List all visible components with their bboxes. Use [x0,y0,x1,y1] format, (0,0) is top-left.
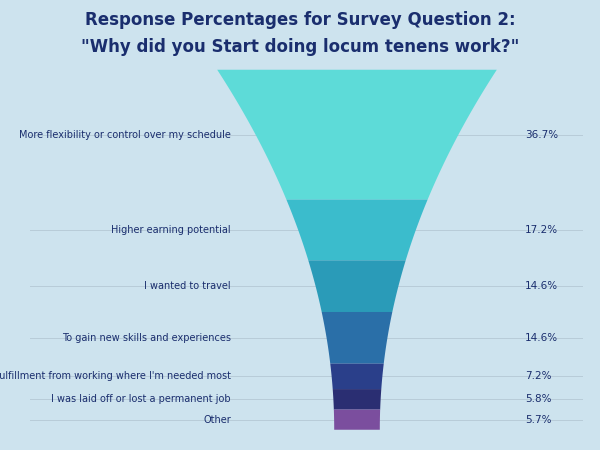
Text: 5.7%: 5.7% [525,414,551,425]
Text: Higher earning potential: Higher earning potential [112,225,231,235]
Text: 17.2%: 17.2% [525,225,558,235]
Text: 5.8%: 5.8% [525,394,551,405]
Text: More flexibility or control over my schedule: More flexibility or control over my sche… [19,130,231,140]
Text: 36.7%: 36.7% [525,130,558,140]
Text: Response Percentages for Survey Question 2:: Response Percentages for Survey Question… [85,11,515,29]
Text: 7.2%: 7.2% [525,371,551,381]
Text: 14.6%: 14.6% [525,281,558,291]
Text: Other: Other [203,414,231,425]
Text: I wanted to travel: I wanted to travel [145,281,231,291]
Text: I was laid off or lost a permanent job: I was laid off or lost a permanent job [52,394,231,405]
Text: 14.6%: 14.6% [525,333,558,343]
Text: To gain new skills and experiences: To gain new skills and experiences [62,333,231,343]
Text: "Why did you Start doing locum tenens work?": "Why did you Start doing locum tenens wo… [81,38,519,56]
Text: Fulfillment from working where I'm needed most: Fulfillment from working where I'm neede… [0,371,231,381]
